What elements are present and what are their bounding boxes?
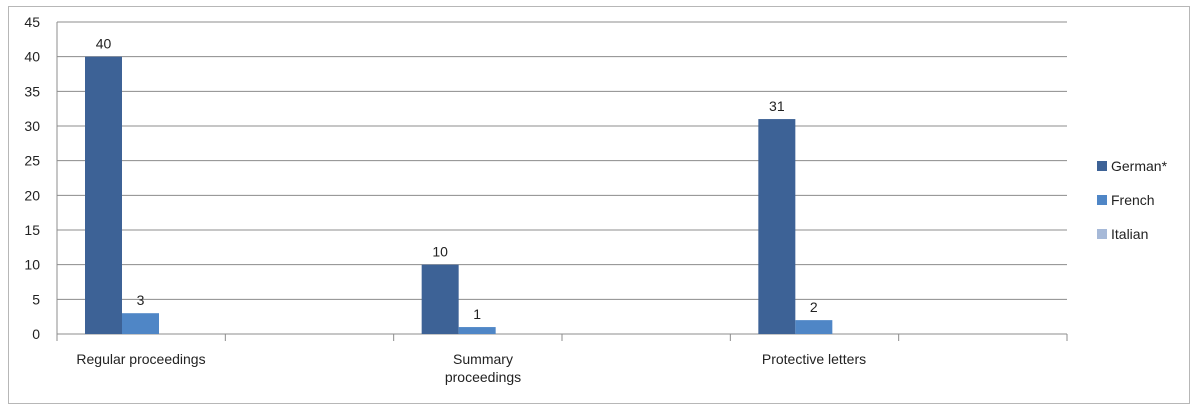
x-category-label-1-0: Summary bbox=[453, 351, 513, 367]
chart-frame bbox=[8, 6, 1190, 404]
data-label-1-2: 2 bbox=[810, 299, 818, 315]
y-tick-label-0: 0 bbox=[32, 326, 40, 342]
data-label-1-0: 3 bbox=[137, 292, 145, 308]
bar-1-1 bbox=[458, 327, 496, 334]
legend-swatch-1 bbox=[1097, 195, 1107, 205]
y-tick-label-25: 25 bbox=[24, 153, 40, 169]
y-tick-label-35: 35 bbox=[24, 83, 40, 99]
legend-label-1: French bbox=[1111, 192, 1155, 208]
legend-swatch-2 bbox=[1097, 229, 1107, 239]
bar-0-0 bbox=[85, 56, 122, 335]
bar-0-2 bbox=[758, 119, 796, 334]
legend-swatch-0 bbox=[1097, 161, 1107, 171]
y-tick-label-15: 15 bbox=[24, 222, 40, 238]
y-tick-label-10: 10 bbox=[24, 257, 40, 273]
y-tick-label-30: 30 bbox=[24, 118, 40, 134]
y-tick-label-5: 5 bbox=[32, 291, 40, 307]
x-category-label-1-1: proceedings bbox=[445, 369, 521, 385]
y-tick-label-40: 40 bbox=[24, 49, 40, 65]
data-label-0-1: 10 bbox=[432, 244, 448, 260]
bar-1-0 bbox=[122, 313, 159, 334]
y-tick-label-45: 45 bbox=[24, 14, 40, 30]
x-category-label-0-0: Regular proceedings bbox=[76, 351, 205, 367]
bar-0-1 bbox=[421, 264, 459, 334]
data-label-0-2: 31 bbox=[769, 98, 785, 114]
data-label-1-1: 1 bbox=[473, 306, 481, 322]
x-category-label-2-0: Protective letters bbox=[762, 351, 866, 367]
data-label-0-0: 40 bbox=[96, 36, 112, 52]
bar-1-2 bbox=[795, 320, 833, 334]
y-tick-label-20: 20 bbox=[24, 187, 40, 203]
legend-label-2: Italian bbox=[1111, 226, 1148, 242]
legend-label-0: German* bbox=[1111, 158, 1168, 174]
